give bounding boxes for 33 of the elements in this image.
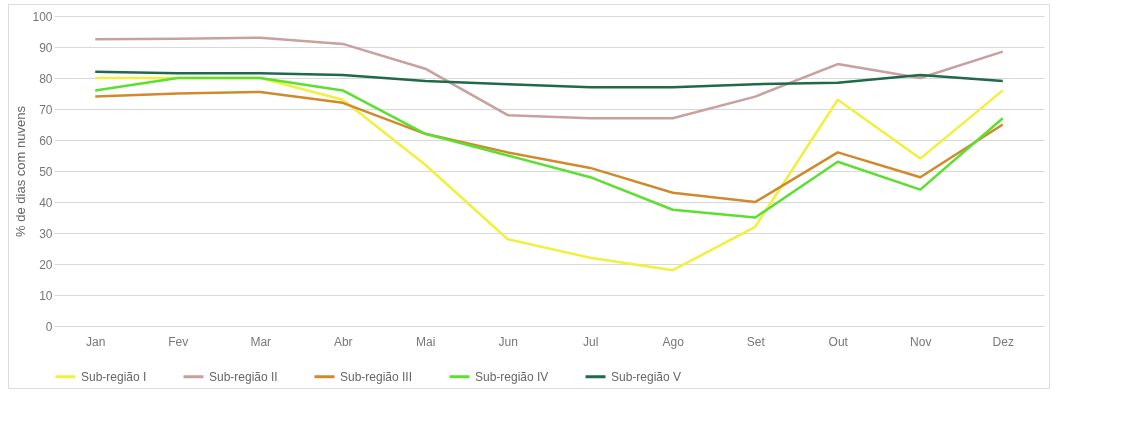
x-tick-label: Ago xyxy=(662,334,685,349)
x-tick-label: Nov xyxy=(910,334,932,349)
line-series xyxy=(94,36,1004,120)
line-series xyxy=(94,70,1004,89)
legend-label: Sub-região III xyxy=(340,369,413,384)
y-tick-label: 80 xyxy=(39,71,53,86)
x-tick-label: Mar xyxy=(250,334,272,349)
y-tick-label: 70 xyxy=(39,102,53,117)
x-tick-label: Set xyxy=(746,334,766,349)
x-tick-label: Jul xyxy=(583,334,599,349)
x-tick-label: Jun xyxy=(498,334,518,349)
legend-label: Sub-região I xyxy=(81,369,147,384)
x-tick-label: Mai xyxy=(416,334,436,349)
legend-label: Sub-região IV xyxy=(475,369,549,384)
x-tick-label: Fev xyxy=(168,334,189,349)
y-tick-label: 40 xyxy=(39,195,53,210)
y-tick-label: 100 xyxy=(32,9,53,24)
legend-label: Sub-região II xyxy=(209,369,278,384)
y-tick-label: 10 xyxy=(39,288,53,303)
y-tick-label: 20 xyxy=(39,257,53,272)
line-series xyxy=(94,76,1004,219)
y-tick-label: 60 xyxy=(39,133,53,148)
x-tick-label: Out xyxy=(828,334,849,349)
x-tick-label: Abr xyxy=(333,334,353,349)
line-series xyxy=(94,90,1004,204)
y-tick-label: 50 xyxy=(39,164,53,179)
y-axis-title: % de dias com nuvens xyxy=(13,105,29,237)
y-tick-label: 30 xyxy=(39,226,53,241)
y-tick-label: 90 xyxy=(39,40,53,55)
x-tick-label: Dez xyxy=(992,334,1014,349)
y-tick-label: 0 xyxy=(45,319,53,334)
legend-label: Sub-região V xyxy=(611,369,682,384)
x-tick-label: Jan xyxy=(86,334,106,349)
